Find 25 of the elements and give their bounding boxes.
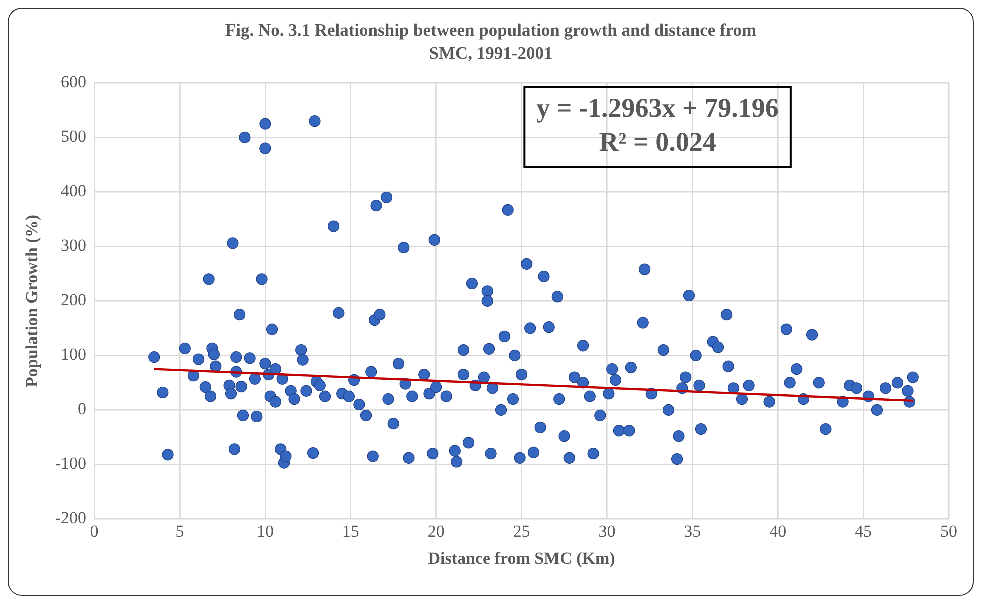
x-axis-title: Distance from SMC (Km) [428, 549, 616, 568]
annotation: R² = 0.024 [599, 127, 716, 158]
y-tick-label: 300 [61, 236, 87, 256]
x-tick-label: 10 [256, 522, 274, 541]
x-tick-label: 20 [428, 522, 445, 541]
x-tick-label: 15 [342, 522, 360, 541]
x-tick-label: 45 [855, 522, 872, 541]
x-tick-label: 35 [684, 522, 702, 541]
x-tick-label: 30 [598, 522, 616, 541]
y-tick-label: -100 [55, 454, 87, 474]
y-tick-label: 100 [61, 345, 87, 364]
y-tick-label: -200 [55, 508, 87, 528]
y-tick-label: 200 [61, 290, 87, 310]
x-tick-label: 5 [176, 522, 184, 541]
x-tick-label: 50 [940, 522, 958, 541]
chart-title: Fig. No. 3.1 Relationship between population growth and distance from SMC, 1991-2001 [224, 19, 758, 65]
x-tick-label: 0 [90, 522, 99, 541]
y-tick-label: 600 [61, 72, 87, 92]
x-tick-label: 25 [513, 522, 530, 541]
x-tick-label: 40 [770, 522, 787, 541]
annotation: y = -1.2963x + 79.196 [536, 93, 779, 124]
y-axis-title: Population Growth (%) [22, 214, 42, 388]
y-tick-label: 0 [78, 400, 87, 419]
y-tick-label: 400 [61, 182, 87, 201]
y-tick-label: 500 [61, 127, 87, 146]
